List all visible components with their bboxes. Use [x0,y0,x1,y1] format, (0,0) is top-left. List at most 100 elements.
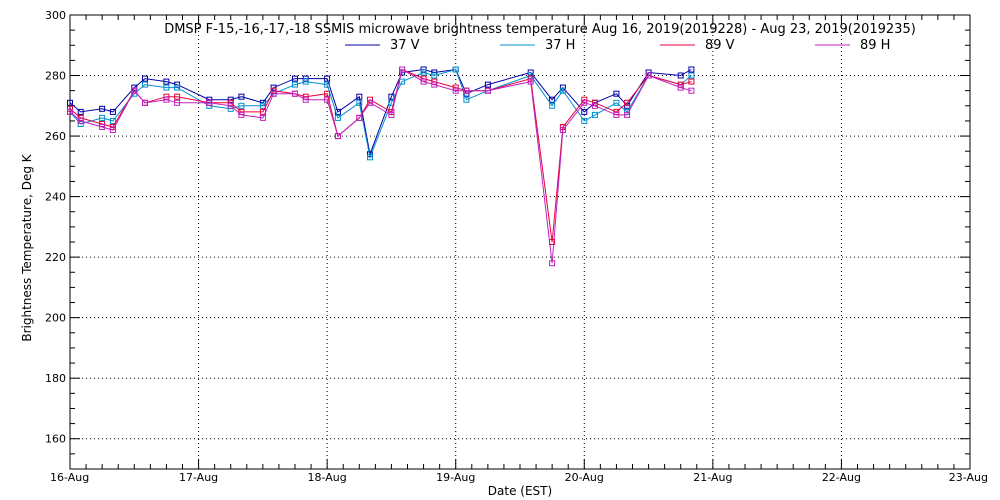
data-point [334,114,341,121]
data-point [592,111,598,118]
data-point [452,87,459,94]
series-line [69,68,692,243]
x-tick-label: 18-Aug [308,471,347,484]
data-point [677,72,684,79]
y-tick-label: 260 [45,130,66,143]
legend-label: 89 H [860,38,890,53]
data-point [142,99,148,106]
data-point [77,108,84,115]
data-point [367,96,373,103]
data-point [99,124,106,130]
grid-lines [70,15,970,469]
data-point [463,87,470,94]
y-tick-label: 200 [45,312,66,325]
data-point [484,87,491,94]
data-point [324,96,331,103]
data-point [463,96,470,103]
data-point [163,96,170,103]
chart-legend: 37 V 37 H 89 V 89 H [345,38,890,53]
y-tick-label: 280 [45,70,66,83]
data-point [238,93,245,100]
data-point [452,66,459,73]
data-point [259,114,266,121]
data-point [688,72,695,79]
data-point [109,108,116,115]
data-point [259,102,266,109]
data-point [399,66,406,73]
data-point [688,87,695,94]
y-tick-label: 180 [45,372,66,385]
data-point [324,81,331,88]
data-point [270,90,277,97]
data-point [549,260,556,267]
x-tick-label: 23-Aug [949,471,988,484]
data-point [420,69,427,76]
series-line [69,68,692,264]
data-point [77,121,84,127]
data-point [388,93,395,100]
data-point [356,93,363,100]
data-point [334,133,341,140]
data-point [270,84,277,91]
plot-frame [69,14,971,470]
data-point [67,105,73,112]
data-point [484,81,491,88]
data-point [581,96,588,103]
data-point [688,78,695,85]
series-89-h [67,66,695,267]
x-tick-label: 16-Aug [50,471,89,484]
data-point [613,99,620,106]
data-point [452,84,459,91]
data-point [624,111,631,118]
series-line [69,68,692,160]
data-point [238,111,245,118]
data-point [109,127,116,133]
series-line [69,68,692,157]
data-point [334,108,341,115]
data-point [163,78,170,85]
y-tick-label: 220 [45,251,66,264]
data-point [292,81,298,88]
data-point [431,72,438,79]
data-point [388,111,395,118]
series-group [67,66,695,267]
data-point [420,78,427,85]
y-axis-label: Brightness Temperature, Deg K [20,153,34,341]
data-point [559,87,566,94]
legend-label: 37 H [545,38,575,53]
x-axis-label: Date (EST) [488,484,552,498]
data-point [549,96,556,103]
data-point [527,72,534,79]
data-point [431,81,438,88]
y-tick-label: 160 [45,433,66,446]
x-tick-label: 22-Aug [822,471,861,484]
data-point [581,108,588,115]
x-tick-label: 17-Aug [179,471,218,484]
data-point [163,84,170,91]
data-point [688,66,695,73]
data-point [174,93,181,100]
chart-title: DMSP F-15,-16,-17,-18 SSMIS microwave br… [164,22,916,37]
data-point [592,102,598,109]
data-point [206,99,213,106]
data-point [527,78,534,85]
data-point [613,90,620,97]
data-point [356,99,363,106]
data-point [367,99,373,106]
data-point [292,75,298,82]
data-point [549,102,556,109]
data-point [645,72,652,79]
data-point [302,96,309,103]
data-point [624,99,631,106]
data-point [613,111,620,118]
data-point [677,84,684,91]
data-point [581,117,588,124]
x-tick-label: 21-Aug [693,471,732,484]
data-point [356,114,363,121]
data-point [131,87,138,94]
x-tick-label: 19-Aug [436,471,475,484]
y-tick-label: 240 [45,191,66,204]
data-point [206,96,213,103]
axis-ticks: 160 180 200 220 240 260 280 300 16-Aug 17-Aug 18-A… [45,9,988,484]
data-point [324,90,331,97]
